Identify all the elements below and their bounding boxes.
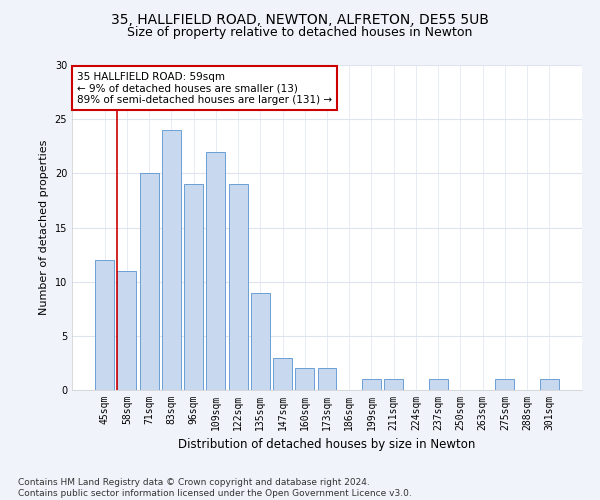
Bar: [229, 184, 248, 390]
Bar: [496, 379, 514, 390]
Bar: [206, 152, 225, 390]
Bar: [384, 379, 403, 390]
Bar: [295, 368, 314, 390]
Y-axis label: Number of detached properties: Number of detached properties: [39, 140, 49, 315]
Text: 35, HALLFIELD ROAD, NEWTON, ALFRETON, DE55 5UB: 35, HALLFIELD ROAD, NEWTON, ALFRETON, DE…: [111, 12, 489, 26]
Bar: [95, 260, 114, 390]
Bar: [251, 292, 270, 390]
Text: 35 HALLFIELD ROAD: 59sqm
← 9% of detached houses are smaller (13)
89% of semi-de: 35 HALLFIELD ROAD: 59sqm ← 9% of detache…: [77, 72, 332, 104]
Bar: [162, 130, 181, 390]
Bar: [429, 379, 448, 390]
Bar: [140, 174, 158, 390]
Bar: [317, 368, 337, 390]
Text: Size of property relative to detached houses in Newton: Size of property relative to detached ho…: [127, 26, 473, 39]
X-axis label: Distribution of detached houses by size in Newton: Distribution of detached houses by size …: [178, 438, 476, 452]
Bar: [273, 358, 292, 390]
Bar: [118, 271, 136, 390]
Bar: [362, 379, 381, 390]
Bar: [540, 379, 559, 390]
Bar: [184, 184, 203, 390]
Text: Contains HM Land Registry data © Crown copyright and database right 2024.
Contai: Contains HM Land Registry data © Crown c…: [18, 478, 412, 498]
